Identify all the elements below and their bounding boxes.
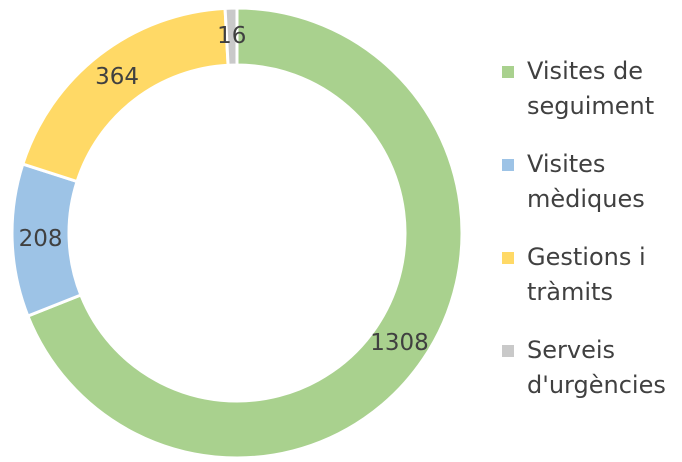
data-label: 208 — [19, 226, 63, 252]
data-label: 16 — [217, 23, 246, 49]
donut: 1308 208 364 16 — [10, 6, 464, 460]
legend-swatch — [502, 345, 514, 357]
legend-label: Visites de seguiment — [527, 57, 654, 120]
data-label: 1308 — [370, 330, 429, 356]
legend-label: Gestions i tràmits — [527, 243, 646, 306]
legend-label: Serveis d'urgències — [527, 336, 666, 399]
legend-label: Visites mèdiques — [527, 150, 645, 213]
slice — [25, 6, 464, 460]
legend-swatch — [502, 66, 514, 78]
slice — [223, 6, 239, 67]
legend-swatch — [502, 159, 514, 171]
slice — [20, 6, 230, 184]
legend: Visites de seguiment Visites mèdiques Gestio… — [502, 57, 666, 399]
data-label: 364 — [95, 64, 139, 90]
legend-swatch — [502, 252, 514, 264]
